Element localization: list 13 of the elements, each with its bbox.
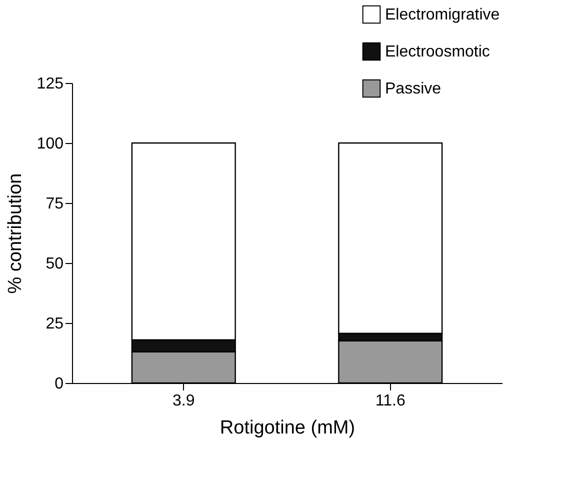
x-tick-label: 3.9 bbox=[172, 392, 195, 410]
y-tick-label: 0 bbox=[54, 376, 64, 392]
x-axis-title: Rotigotine (mM) bbox=[220, 418, 356, 438]
y-tick-label: 100 bbox=[36, 136, 64, 152]
legend-label: Electromigrative bbox=[385, 6, 500, 24]
y-axis-title: % contribution bbox=[4, 173, 26, 294]
y-tick-label: 50 bbox=[46, 256, 64, 272]
y-tick-label: 75 bbox=[46, 196, 64, 212]
x-tick-label: 11.6 bbox=[375, 392, 406, 410]
y-tick-label: 25 bbox=[46, 316, 64, 332]
legend-label: Passive bbox=[385, 80, 442, 98]
y-tick-label: 125 bbox=[36, 76, 64, 92]
legend-label: Electroosmotic bbox=[385, 44, 490, 60]
